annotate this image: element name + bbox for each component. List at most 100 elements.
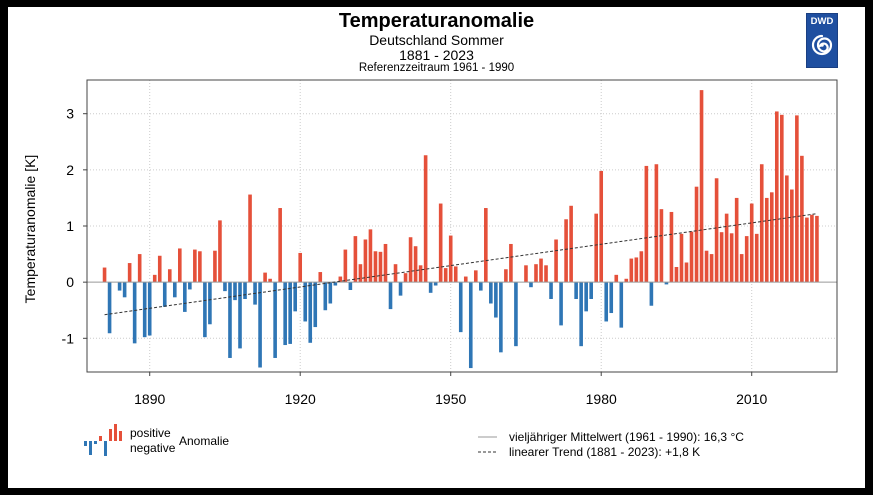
anomaly-bar-1907	[233, 282, 237, 301]
anomaly-bar-1989	[644, 165, 649, 283]
anomaly-bar-1916	[278, 208, 282, 283]
anomaly-bar-2002	[709, 254, 714, 283]
anomaly-bar-1914	[268, 278, 272, 283]
legend-pos-bar	[109, 429, 112, 441]
anomaly-bar-1996	[679, 233, 684, 283]
anomaly-bar-1925	[323, 282, 328, 311]
anomaly-bar-1882	[107, 282, 112, 334]
x-axis-ticks: 1890 1920 1950 1980 2010	[134, 372, 767, 407]
anomaly-bar-1985	[624, 278, 629, 283]
anomaly-bar-1935	[373, 251, 378, 283]
anomaly-bar-1992	[659, 209, 664, 283]
anomaly-bar-1901	[203, 282, 207, 338]
anomaly-bar-1979	[594, 213, 598, 283]
anomaly-bar-1898	[188, 282, 192, 290]
anomaly-bar-1885	[122, 282, 127, 298]
anomaly-bar-1966	[529, 282, 533, 288]
anomaly-bar-1895	[172, 282, 177, 298]
y-axis-label: Temperaturanomalie [K]	[22, 154, 38, 304]
anomaly-bar-1940	[398, 282, 403, 296]
anomaly-bar-2009	[744, 236, 749, 283]
anomaly-bar-1988	[639, 251, 644, 283]
anomaly-bar-1896	[178, 248, 182, 283]
anomaly-bar-1915	[273, 282, 277, 358]
anomaly-bar-1936	[378, 251, 383, 283]
anomaly-bar-1917	[283, 282, 287, 346]
anomaly-bar-1929	[343, 249, 348, 283]
legend-anomaly-swatch	[84, 424, 122, 456]
legend-neg-bar	[89, 441, 92, 455]
anomaly-bar-1899	[193, 249, 197, 283]
anomaly-bar-1963	[514, 282, 518, 347]
anomaly-bar-1974	[569, 205, 573, 283]
anomaly-bar-2000	[699, 90, 704, 283]
anomaly-bar-1954	[468, 282, 473, 369]
anomaly-bar-2023	[815, 215, 819, 283]
anomaly-bar-1939	[393, 264, 398, 283]
x-tick-label: 1890	[134, 391, 165, 407]
anomaly-bar-2021	[805, 217, 809, 283]
anomaly-bar-1892	[157, 255, 162, 283]
anomaly-bar-1910	[248, 194, 252, 283]
anomaly-bar-1998	[689, 231, 694, 283]
anomaly-bar-1994	[669, 211, 674, 283]
anomaly-bar-1921	[303, 282, 308, 322]
anomaly-bar-1893	[162, 282, 167, 307]
x-tick-label: 1920	[285, 391, 316, 407]
anomaly-bar-1926	[328, 282, 333, 304]
anomaly-bar-1959	[494, 282, 498, 318]
anomaly-bar-1950	[448, 235, 453, 283]
anomaly-bar-1931	[353, 236, 358, 283]
anomaly-bar-1962	[509, 243, 513, 283]
anomaly-bar-1987	[634, 257, 639, 283]
y-tick-label: 3	[66, 106, 74, 122]
anomaly-bar-1952	[458, 282, 463, 333]
legend-trend-label: linearer Trend (1881 - 2023): +1,8 K	[509, 445, 701, 459]
anomaly-bar-1977	[584, 282, 588, 312]
anomaly-bar-1897	[183, 282, 187, 312]
anomaly-bar-1956	[479, 282, 483, 291]
legend-neg-bar	[94, 441, 97, 444]
anomaly-bar-2014	[769, 192, 774, 283]
anomaly-bar-1906	[228, 282, 232, 358]
anomaly-bar-1993	[664, 282, 669, 285]
anomaly-bar-1889	[142, 282, 147, 338]
anomaly-bar-1957	[484, 208, 488, 283]
anomaly-bar-1904	[218, 220, 222, 283]
anomaly-bar-1986	[629, 258, 634, 283]
legend-mean-label: vieljähriger Mittelwert (1961 - 1990): 1…	[509, 430, 744, 444]
anomaly-bar-1976	[579, 282, 583, 347]
anomaly-bar-1975	[574, 282, 578, 299]
anomaly-bar-1932	[358, 264, 363, 283]
anomaly-bar-1923	[313, 282, 318, 328]
anomaly-bar-1981	[604, 282, 609, 322]
anomaly-bar-1900	[198, 251, 202, 283]
anomaly-bar-1890	[147, 282, 152, 336]
anomaly-bar-2010	[749, 203, 754, 283]
anomaly-bar-2004	[719, 232, 724, 283]
anomaly-bar-1938	[388, 282, 393, 310]
anomaly-bar-1922	[308, 282, 313, 343]
chart-title: Temperaturanomalie	[338, 10, 535, 32]
anomaly-bar-1902	[208, 282, 212, 325]
anomaly-bar-1905	[223, 282, 227, 292]
anomaly-bar-1918	[288, 282, 292, 344]
anomaly-bar-1884	[117, 282, 122, 291]
anomaly-bar-1960	[499, 282, 503, 353]
anomaly-bar-1887	[132, 282, 137, 344]
anomaly-bar-1961	[504, 269, 508, 283]
anomaly-bar-1920	[298, 252, 303, 283]
x-tick-label: 1980	[586, 391, 617, 407]
anomaly-bar-1928	[338, 276, 343, 283]
anomaly-bar-1991	[654, 164, 659, 283]
anomaly-bar-1930	[348, 282, 353, 291]
legend-negative-label: negative	[130, 441, 176, 455]
anomaly-bar-1919	[293, 282, 297, 312]
anomaly-bar-2011	[754, 233, 759, 283]
anomaly-bar-1990	[649, 282, 654, 306]
anomaly-bar-1972	[559, 282, 563, 326]
anomaly-bar-2008	[739, 254, 744, 283]
anomaly-bar-1912	[258, 282, 262, 368]
anomaly-bar-2022	[810, 214, 814, 283]
